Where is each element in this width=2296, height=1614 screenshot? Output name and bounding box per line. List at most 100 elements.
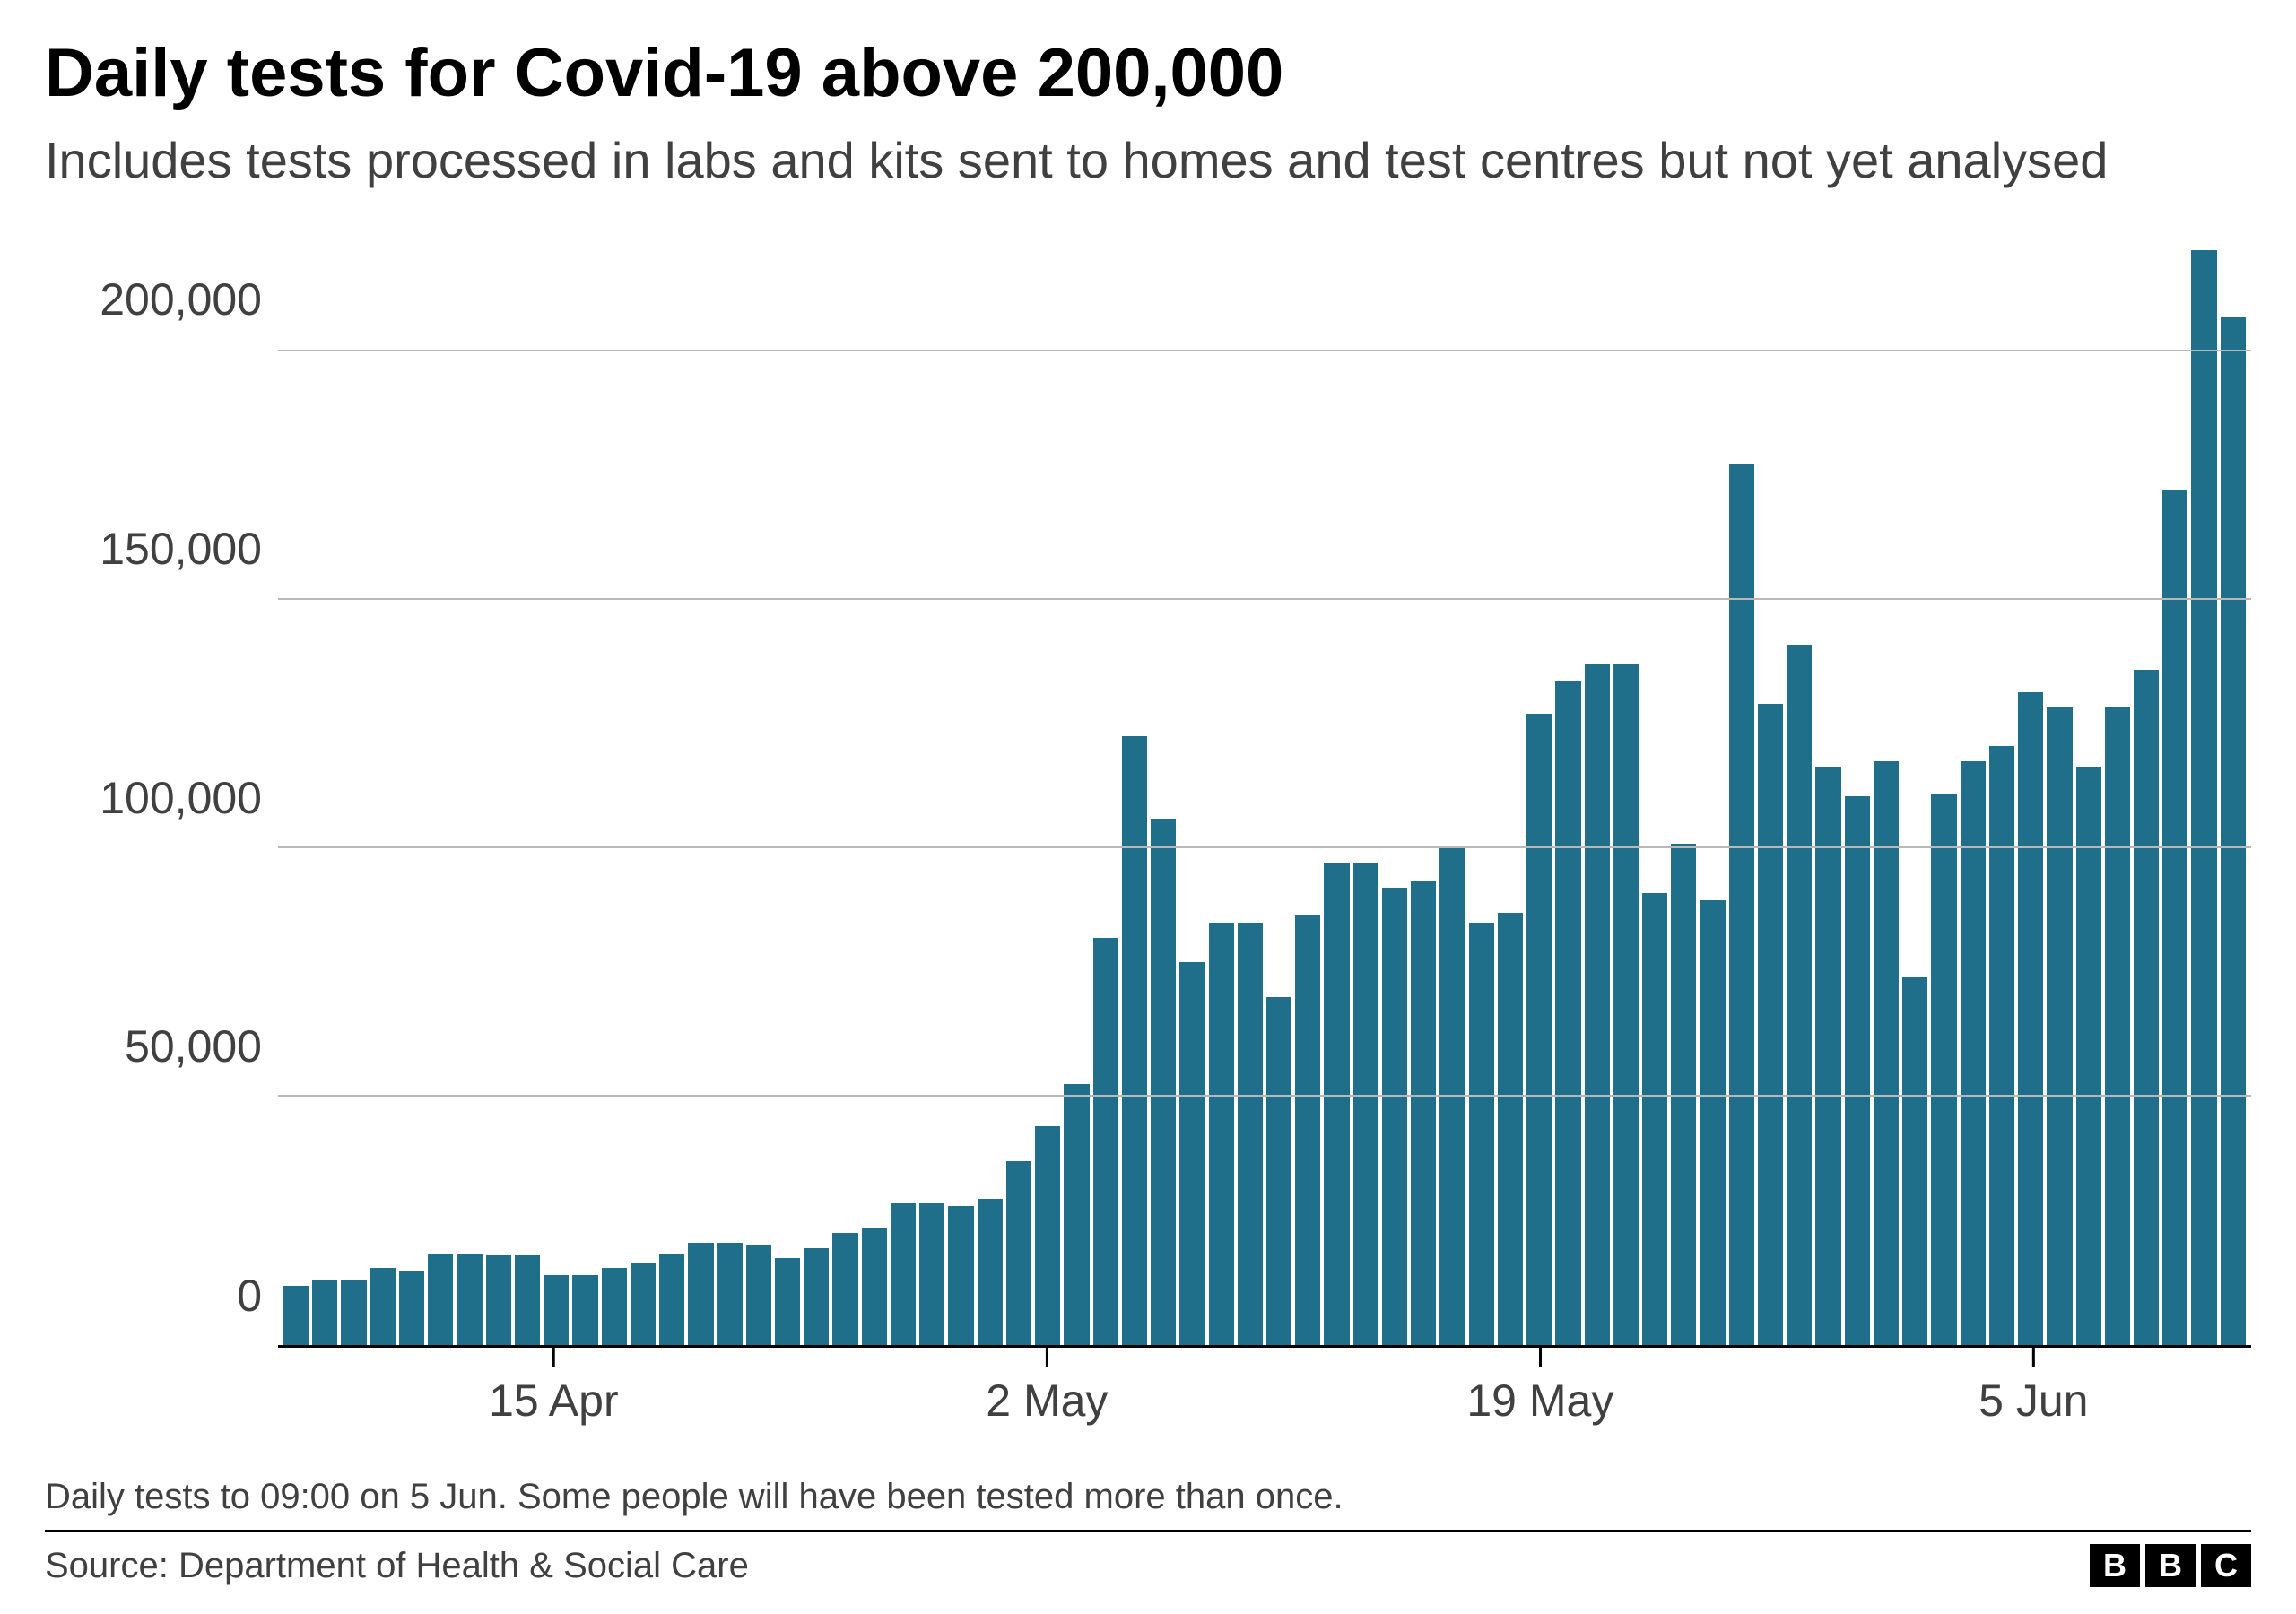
y-tick-label: 100,000 <box>100 772 262 824</box>
x-tick-label: 2 May <box>986 1375 1108 1427</box>
x-tick: 2 May <box>986 1348 1108 1427</box>
x-tick: 15 Apr <box>489 1348 619 1427</box>
chart-footer: Source: Department of Health & Social Ca… <box>45 1532 2251 1587</box>
bar <box>1006 1161 1031 1345</box>
y-axis: 0 50,000 100,000 150,000 200,000 <box>45 228 278 1348</box>
bar <box>486 1255 511 1345</box>
bar <box>2162 490 2187 1345</box>
bar <box>1353 863 1378 1345</box>
bar <box>1700 900 1725 1345</box>
bar <box>1989 746 2014 1345</box>
x-tick: 19 May <box>1466 1348 1613 1427</box>
bar <box>1382 888 1407 1345</box>
gridline <box>278 1095 2251 1097</box>
gridline <box>278 846 2251 848</box>
bar <box>283 1286 309 1345</box>
bar <box>572 1275 597 1345</box>
bar <box>919 1203 944 1345</box>
bar <box>1585 664 1610 1345</box>
bar <box>1238 923 1263 1345</box>
bar <box>428 1254 453 1345</box>
bar <box>2221 317 2246 1345</box>
gridline <box>278 350 2251 351</box>
bar <box>1411 881 1436 1345</box>
bar <box>718 1243 743 1345</box>
plot-area <box>278 228 2251 1348</box>
bbc-logo-letter: C <box>2201 1544 2251 1587</box>
bar <box>1179 962 1205 1345</box>
bar <box>1613 664 1639 1345</box>
y-tick-label: 0 <box>237 1270 262 1322</box>
bar <box>1324 863 1349 1345</box>
bar <box>1874 761 1899 1345</box>
y-tick-label: 200,000 <box>100 273 262 325</box>
bar <box>602 1268 627 1345</box>
x-tick-label: 15 Apr <box>489 1375 619 1427</box>
x-tick-mark <box>2032 1348 2035 1367</box>
bar <box>862 1228 887 1345</box>
chart-footnote: Daily tests to 09:00 on 5 Jun. Some peop… <box>45 1477 2251 1532</box>
chart-title: Daily tests for Covid-19 above 200,000 <box>45 36 2251 111</box>
bbc-logo-letter: B <box>2145 1544 2196 1587</box>
bbc-logo-letter: B <box>2090 1544 2140 1587</box>
bar <box>1845 796 1870 1345</box>
bar <box>312 1280 337 1345</box>
bar <box>2105 707 2130 1345</box>
bar <box>1758 704 1783 1345</box>
bar <box>1961 761 1986 1345</box>
bar <box>1093 938 1118 1345</box>
x-axis: 15 Apr 2 May 19 May 5 Jun <box>278 1348 2251 1455</box>
bar <box>1266 997 1292 1345</box>
bar <box>1498 913 1523 1345</box>
bar <box>891 1203 916 1345</box>
x-tick-mark <box>552 1348 555 1367</box>
bar <box>515 1255 540 1345</box>
bar <box>2191 250 2216 1345</box>
bar <box>1064 1084 1089 1345</box>
bar <box>2134 670 2159 1345</box>
bars-container <box>278 228 2251 1345</box>
y-tick-label: 150,000 <box>100 523 262 575</box>
bar <box>1815 767 1840 1345</box>
bar <box>1555 681 1580 1345</box>
bar <box>399 1271 424 1345</box>
bar <box>1151 819 1176 1345</box>
bar <box>1729 464 1754 1345</box>
bar <box>1642 893 1667 1345</box>
bar <box>631 1263 656 1345</box>
bar <box>370 1268 396 1345</box>
x-tick-mark <box>1046 1348 1048 1367</box>
bar <box>2018 692 2043 1345</box>
bar <box>832 1233 857 1345</box>
bar <box>1209 923 1234 1345</box>
bar <box>341 1280 366 1345</box>
bar <box>1295 915 1320 1345</box>
gridline <box>278 598 2251 600</box>
bar <box>688 1243 713 1345</box>
x-tick-label: 5 Jun <box>1979 1375 2088 1427</box>
chart-subtitle: Includes tests processed in labs and kit… <box>45 129 2251 192</box>
bar <box>1931 794 1956 1345</box>
bar <box>978 1199 1003 1345</box>
bar <box>775 1258 800 1345</box>
bar <box>659 1254 684 1345</box>
bbc-logo: BBC <box>2090 1544 2251 1587</box>
bar <box>1526 714 1552 1345</box>
bar <box>457 1254 482 1345</box>
bar <box>1035 1126 1060 1345</box>
bar <box>948 1206 973 1345</box>
bar <box>1902 977 1927 1345</box>
bar <box>1469 923 1494 1345</box>
bar <box>804 1248 829 1345</box>
bar <box>1787 645 1812 1345</box>
bar <box>544 1275 569 1345</box>
chart-container: 0 50,000 100,000 150,000 200,000 15 Apr 2 May… <box>45 228 2251 1455</box>
bar <box>2047 707 2072 1345</box>
bar <box>746 1245 771 1345</box>
bar <box>2076 767 2101 1345</box>
y-tick-label: 50,000 <box>125 1020 262 1072</box>
source-text: Source: Department of Health & Social Ca… <box>45 1546 749 1586</box>
x-tick-mark <box>1539 1348 1542 1367</box>
x-tick: 5 Jun <box>1979 1348 2088 1427</box>
x-tick-label: 19 May <box>1466 1375 1613 1427</box>
